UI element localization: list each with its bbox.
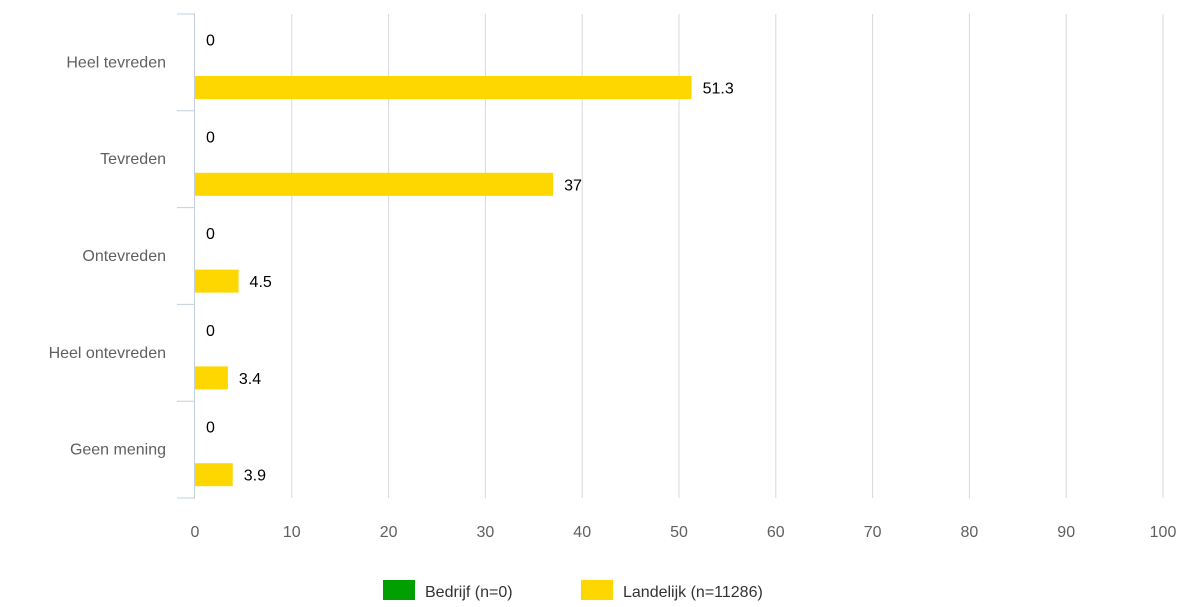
data-label: 3.9 [244, 468, 266, 485]
x-tick-label: 80 [961, 524, 979, 541]
bar [195, 76, 692, 99]
category-label: Heel tevreden [66, 54, 166, 71]
category-label: Tevreden [100, 151, 166, 168]
category-label: Heel ontevreden [49, 345, 166, 362]
legend-label: Bedrijf (n=0) [425, 584, 513, 601]
data-label: 0 [206, 33, 215, 50]
x-tick-label: 50 [670, 524, 688, 541]
x-tick-label: 100 [1150, 524, 1177, 541]
data-label: 0 [206, 323, 215, 340]
legend-swatch [383, 580, 415, 600]
legend-swatch [581, 580, 613, 600]
x-tick-label: 40 [573, 524, 591, 541]
bar [195, 463, 233, 487]
category-axis [177, 13, 195, 499]
bar [195, 172, 554, 196]
bars [195, 76, 692, 487]
data-label: 51.3 [703, 81, 734, 98]
category-label: Ontevreden [82, 248, 166, 265]
x-tick-label: 0 [191, 524, 200, 541]
data-label: 4.5 [250, 274, 272, 291]
category-label: Geen mening [70, 442, 166, 459]
x-tick-label: 70 [864, 524, 882, 541]
x-tick-label: 60 [767, 524, 785, 541]
data-label: 3.4 [239, 371, 261, 388]
bar [195, 366, 228, 390]
data-label: 37 [564, 177, 582, 194]
legend-label: Landelijk (n=11286) [623, 584, 763, 601]
data-label: 0 [206, 129, 215, 146]
labels: 0 10 20 30 40 50 60 70 80 90 100 Heel tevreden Tevre… [49, 33, 1177, 542]
bar [195, 269, 239, 293]
x-tick-label: 90 [1057, 524, 1075, 541]
data-label: 0 [206, 420, 215, 437]
x-tick-label: 30 [477, 524, 495, 541]
x-tick-label: 20 [380, 524, 398, 541]
data-label: 0 [206, 226, 215, 243]
x-tick-label: 10 [283, 524, 301, 541]
legend[interactable]: Bedrijf (n=0) Landelijk (n=11286) [383, 580, 763, 601]
